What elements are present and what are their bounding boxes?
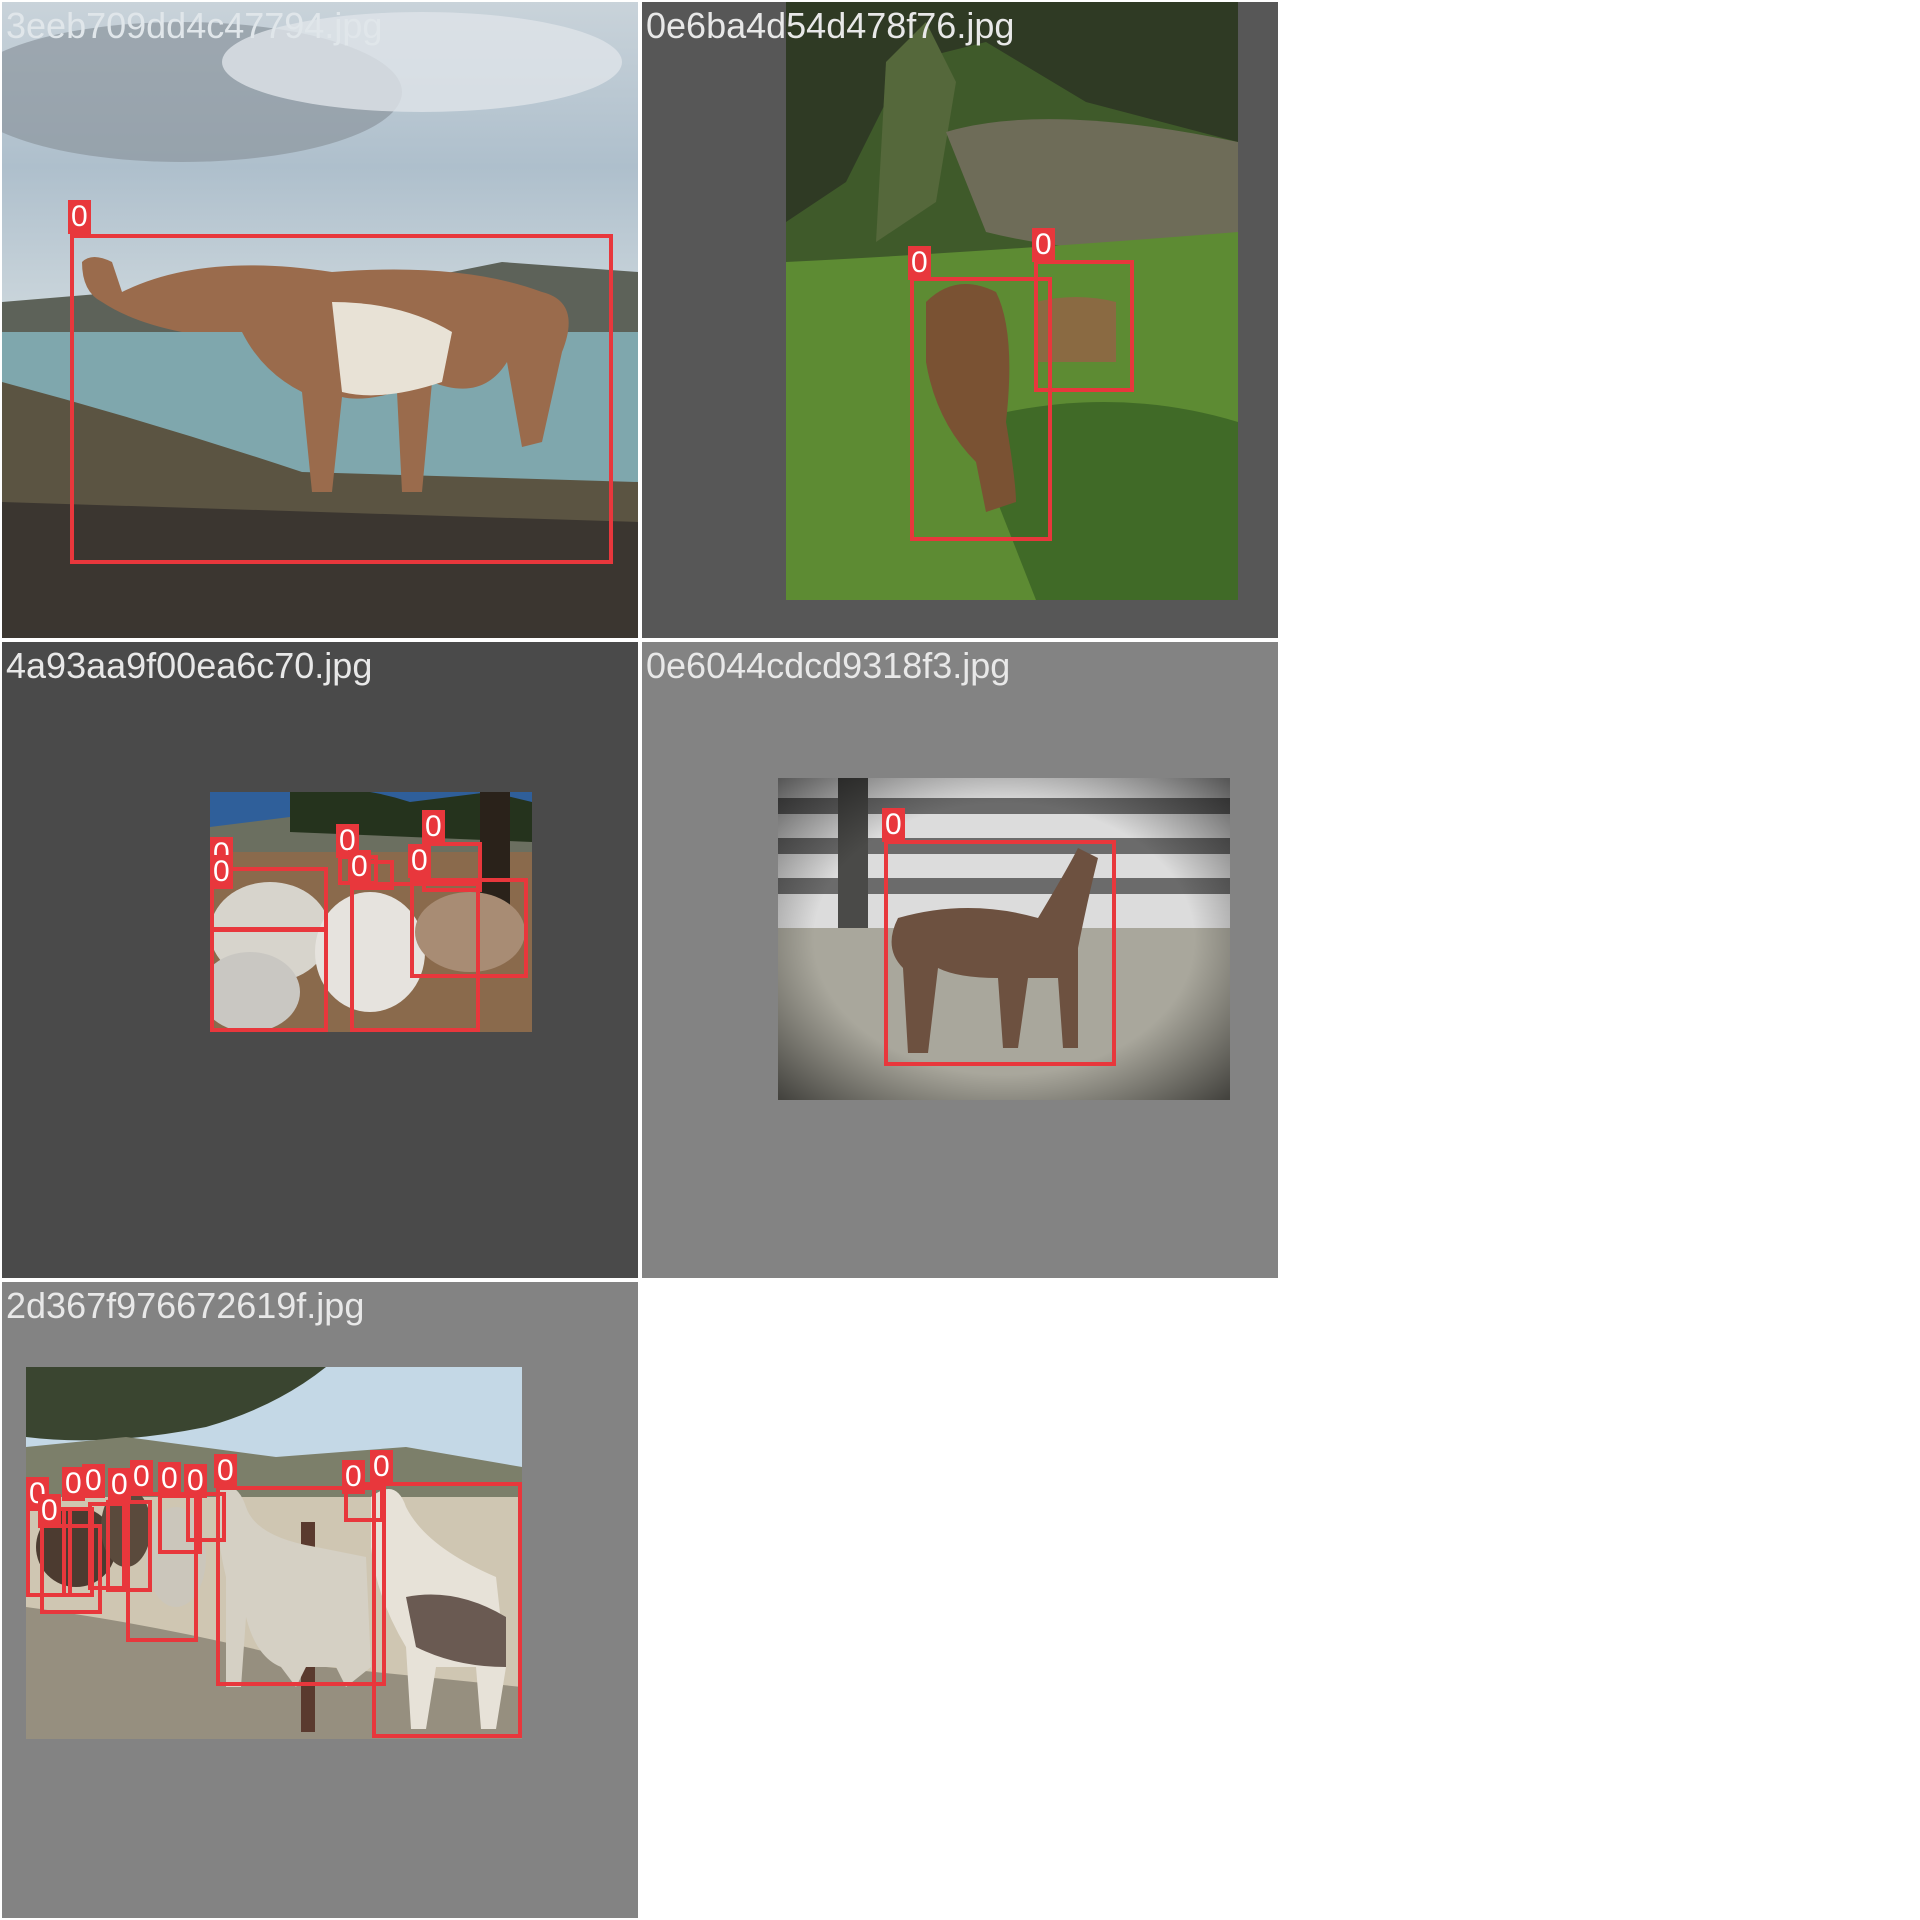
detection-class-label: 0 — [82, 1464, 105, 1498]
detection-box — [62, 1507, 94, 1597]
detection-class-label: 0 — [882, 808, 905, 842]
detection-class-label: 0 — [38, 1494, 61, 1528]
detection-box — [410, 878, 528, 978]
mosaic-tile-2: 0e6ba4d54d478f76.jpg 0 0 — [642, 2, 1278, 638]
filename-label: 0e6044cdcd9318f3.jpg — [646, 645, 1011, 686]
detection-class-label: 0 — [336, 824, 359, 858]
detection-class-label: 0 — [1032, 228, 1055, 262]
detection-class-label: 0 — [184, 1464, 207, 1498]
detection-box — [216, 1486, 386, 1686]
detection-class-label: 0 — [348, 850, 371, 884]
detection-class-label: 0 — [214, 1454, 237, 1488]
detection-class-label: 0 — [210, 855, 233, 889]
detection-box — [158, 1494, 202, 1554]
detection-class-label: 0 — [158, 1462, 181, 1496]
detection-class-label: 0 — [370, 1450, 393, 1484]
detection-class-label: 0 — [108, 1468, 131, 1502]
photo-machu-picchu-llamas — [786, 2, 1238, 600]
detection-class-label: 0 — [408, 844, 431, 878]
mosaic-tile-1: 3eeb709dd4c47794.jpg 0 — [2, 2, 638, 638]
detection-box — [40, 1524, 102, 1614]
detection-box — [1034, 260, 1134, 392]
mosaic-tile-5: 2d367f976672619f.jpg 0 0 0 0 0 0 0 0 0 0… — [2, 1282, 638, 1918]
detection-class-label: 0 — [908, 246, 931, 280]
detection-box — [70, 234, 613, 564]
detection-class-label: 0 — [68, 200, 91, 234]
filename-label: 2d367f976672619f.jpg — [6, 1285, 365, 1326]
detection-class-label: 0 — [62, 1467, 85, 1501]
filename-label: 3eeb709dd4c47794.jpg — [6, 5, 383, 46]
detection-class-label: 0 — [422, 810, 445, 844]
filename-label: 0e6ba4d54d478f76.jpg — [646, 5, 1015, 46]
photo-alpaca-fence — [778, 778, 1230, 1100]
mosaic-tile-4: 0e6044cdcd9318f3.jpg 0 — [642, 642, 1278, 1278]
mosaic-tile-3: 4a93aa9f00ea6c70.jpg 0 0 0 0 0 0 0 — [2, 642, 638, 1278]
detection-box — [210, 927, 328, 1032]
photo-guanaco-lake — [2, 2, 638, 638]
filename-label: 4a93aa9f00ea6c70.jpg — [6, 645, 373, 686]
detection-box — [372, 1482, 522, 1738]
detection-class-label: 0 — [342, 1460, 365, 1494]
detection-box — [350, 882, 480, 1032]
detection-box — [910, 277, 1052, 541]
detection-class-label: 0 — [130, 1460, 153, 1494]
detection-box — [884, 840, 1116, 1066]
